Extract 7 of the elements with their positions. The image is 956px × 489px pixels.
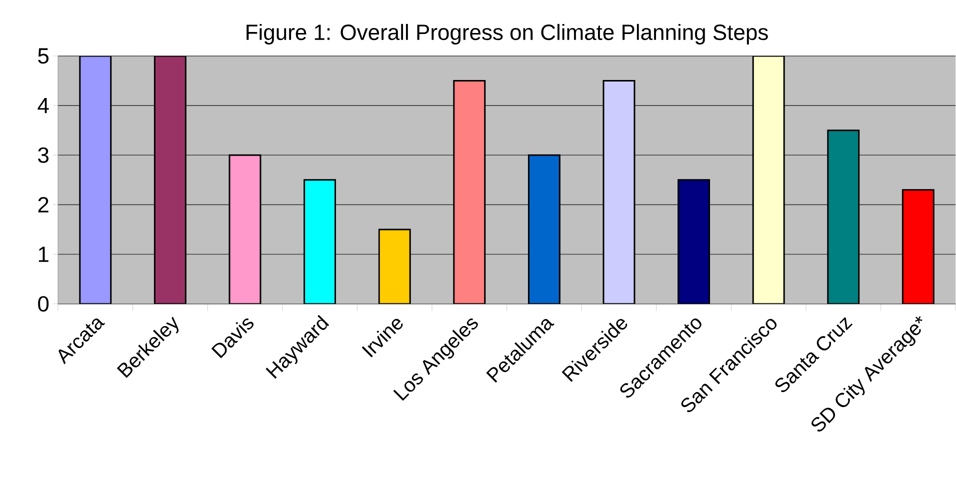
y-tick-label: 1	[38, 246, 48, 262]
y-tick-label: 3	[38, 147, 48, 164]
y-tick-label: 2	[38, 197, 48, 212]
y-tick-label: 5	[38, 48, 49, 64]
y-tick-label: 4	[38, 98, 49, 114]
chart-title: Figure 1: Overall Progress on Climate Planning Steps	[246, 24, 768, 45]
y-tick-label: 0	[38, 296, 49, 312]
